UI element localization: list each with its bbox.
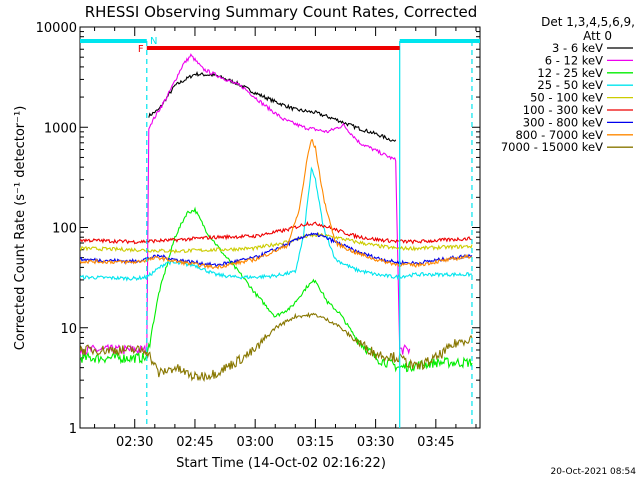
series-line — [80, 166, 473, 282]
legend-label: 3 - 6 keV — [552, 41, 603, 55]
legend-header-line-2: Att 0 — [583, 29, 612, 43]
legend-label: 300 - 800 keV — [523, 115, 603, 129]
x-tick-label: 03:30 — [357, 435, 394, 450]
x-tick-label: 02:45 — [176, 435, 213, 450]
series-line — [80, 53, 411, 356]
series-line — [80, 232, 473, 254]
series-line — [80, 221, 473, 245]
flag-label-n: N — [150, 36, 157, 47]
y-tick-label: 1000 — [44, 121, 77, 136]
chart-title: RHESSI Observing Summary Count Rates, Co… — [85, 3, 478, 21]
x-tick-label: 03:00 — [236, 435, 273, 450]
series-line — [80, 231, 473, 267]
legend-label: 7000 - 15000 keV — [501, 140, 603, 154]
plot-layer: 1 10 100 1000 10000 02:30 02:45 03:00 03:15 03:30… — [36, 21, 633, 450]
x-tick-label: 02:30 — [116, 435, 153, 450]
legend-header-line-1: Det 1,3,4,5,6,9, — [541, 15, 635, 29]
y-axis-label: Corrected Count Rate (s⁻¹ detector⁻¹) — [13, 106, 28, 351]
y-tick-label: 100 — [52, 222, 77, 237]
y-tick-label: 10 — [60, 322, 77, 337]
legend-label: 12 - 25 keV — [537, 66, 603, 80]
x-tick-label: 03:45 — [417, 435, 454, 450]
y-tick-label: 10000 — [36, 21, 77, 36]
series-line — [80, 139, 473, 270]
series-line — [80, 311, 473, 383]
series-line — [80, 206, 473, 373]
series-line — [148, 70, 397, 142]
legend-label: 800 - 7000 keV — [515, 128, 603, 142]
legend-label: 100 - 300 keV — [523, 103, 603, 117]
flag-label-f: F — [138, 44, 144, 55]
y-tick-label: 1 — [69, 422, 77, 437]
timestamp: 20-Oct-2021 08:54 — [551, 467, 637, 477]
x-tick-label: 03:15 — [297, 435, 334, 450]
legend-label: 50 - 100 keV — [530, 91, 603, 105]
legend-label: 6 - 12 keV — [545, 53, 603, 67]
x-axis-label: Start Time (14-Oct-02 02:16:22) — [176, 456, 386, 471]
legend-label: 25 - 50 keV — [537, 78, 603, 92]
